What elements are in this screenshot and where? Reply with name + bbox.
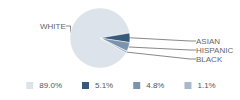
svg-text:89.0%: 89.0% [39, 81, 62, 90]
svg-text:BLACK: BLACK [196, 55, 223, 64]
svg-text:1.1%: 1.1% [197, 81, 215, 90]
svg-text:HISPANIC: HISPANIC [196, 46, 233, 55]
svg-text:ASIAN: ASIAN [196, 37, 220, 46]
svg-text:4.8%: 4.8% [146, 81, 164, 90]
svg-text:5.1%: 5.1% [95, 81, 113, 90]
svg-text:WHITE: WHITE [40, 22, 66, 31]
